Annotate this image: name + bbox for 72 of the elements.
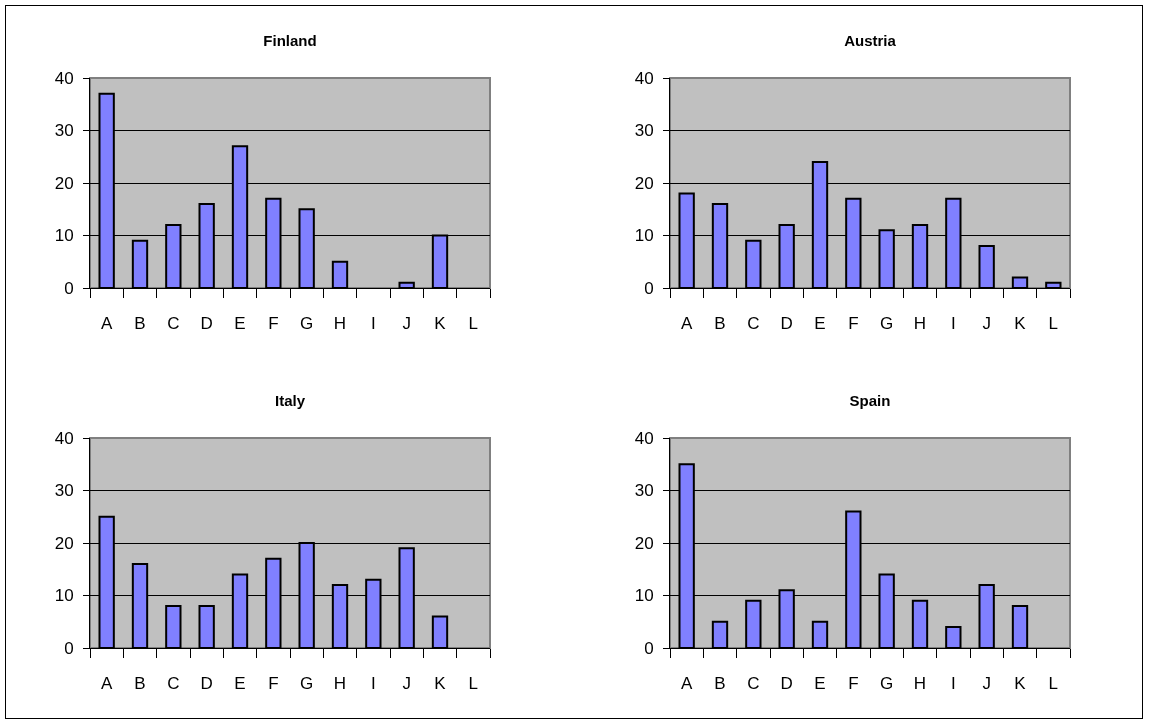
x-tick-label: F	[848, 314, 859, 334]
y-tick-label: 20	[54, 533, 74, 553]
x-tick-label: D	[780, 674, 793, 694]
x-tick-label: C	[747, 674, 760, 694]
y-tick-label: 20	[634, 173, 654, 193]
x-tick-label: E	[814, 674, 826, 694]
x-tick-label: H	[913, 674, 927, 694]
x-tick-label: L	[468, 314, 479, 334]
x-tick-label: F	[268, 314, 279, 334]
x-tick-label: H	[333, 674, 347, 694]
x-tick-label: I	[370, 674, 376, 694]
x-tick-label: I	[950, 314, 956, 334]
x-tick-label: G	[880, 314, 894, 334]
x-tick-label: A	[681, 314, 693, 334]
x-tick-label: K	[1014, 314, 1027, 334]
y-tick-label: 40	[634, 428, 654, 448]
x-tick-label: J	[402, 314, 411, 334]
x-tick-label: E	[234, 314, 246, 334]
x-tick-label: B	[134, 314, 146, 334]
x-tick-label: H	[333, 314, 347, 334]
x-tick-label: D	[200, 314, 213, 334]
x-tick-label: C	[167, 674, 180, 694]
x-tick-label: K	[1014, 674, 1027, 694]
x-tick-label: H	[913, 314, 927, 334]
chart-title: Italy	[274, 392, 306, 410]
x-tick-label: K	[434, 674, 447, 694]
x-tick-label: F	[848, 674, 859, 694]
y-tick-label: 20	[54, 173, 74, 193]
x-tick-label: D	[780, 314, 793, 334]
x-tick-label: J	[982, 314, 991, 334]
x-tick-label: G	[880, 674, 894, 694]
x-tick-label: L	[1048, 314, 1059, 334]
y-tick-label: 10	[634, 586, 654, 606]
x-tick-label: E	[814, 314, 826, 334]
y-tick-label: 30	[634, 121, 654, 141]
x-tick-label: B	[714, 674, 726, 694]
x-tick-label: J	[982, 674, 991, 694]
y-tick-label: 30	[54, 481, 74, 501]
x-tick-label: C	[167, 314, 180, 334]
x-tick-label: I	[950, 674, 956, 694]
x-tick-label: J	[402, 674, 411, 694]
chart-title: Finland	[263, 32, 317, 50]
x-tick-label: F	[268, 674, 279, 694]
y-tick-label: 40	[634, 68, 654, 88]
y-tick-label: 0	[644, 278, 654, 298]
y-tick-label: 0	[64, 278, 74, 298]
y-tick-label: 10	[54, 226, 74, 246]
x-tick-label: G	[300, 314, 314, 334]
x-tick-label: B	[134, 674, 146, 694]
x-tick-label: D	[200, 674, 213, 694]
x-tick-label: K	[434, 314, 447, 334]
x-tick-label: B	[714, 314, 726, 334]
y-tick-label: 0	[644, 638, 654, 658]
y-tick-label: 20	[634, 533, 654, 553]
y-tick-label: 10	[54, 586, 74, 606]
x-tick-label: A	[681, 674, 693, 694]
y-tick-label: 30	[634, 481, 654, 501]
x-tick-label: A	[101, 314, 113, 334]
chart-title: Spain	[849, 392, 891, 410]
x-tick-label: E	[234, 674, 246, 694]
y-tick-label: 40	[54, 428, 74, 448]
x-tick-label: I	[370, 314, 376, 334]
x-tick-label: L	[468, 674, 479, 694]
y-tick-label: 30	[54, 121, 74, 141]
x-tick-label: G	[300, 674, 314, 694]
x-tick-label: A	[101, 674, 113, 694]
x-tick-label: C	[747, 314, 760, 334]
chart-title: Austria	[844, 32, 897, 50]
y-tick-label: 40	[54, 68, 74, 88]
x-tick-label: L	[1048, 674, 1059, 694]
y-tick-label: 0	[64, 638, 74, 658]
y-tick-label: 10	[634, 226, 654, 246]
